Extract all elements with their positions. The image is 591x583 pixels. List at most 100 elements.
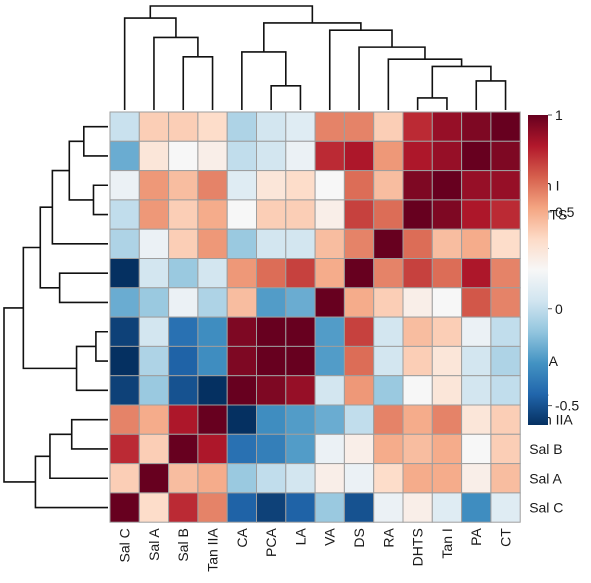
heatmap-cell <box>256 316 287 347</box>
column-dendrogram-branch <box>358 46 426 110</box>
heatmap-cell <box>109 404 140 435</box>
heatmap-cell <box>343 345 375 377</box>
heatmap-cell <box>197 433 228 465</box>
heatmap-cell <box>490 170 521 201</box>
heatmap-cell <box>431 345 463 377</box>
heatmap-cell <box>168 170 199 201</box>
heatmap-cell <box>402 287 433 318</box>
column-dendrogram-branch <box>182 55 214 110</box>
heatmap-cell <box>226 228 257 259</box>
row-label: Sal A <box>529 470 562 486</box>
heatmap-cell <box>461 111 492 142</box>
column-dendrogram-branch <box>263 22 362 52</box>
heatmap-cell <box>285 345 316 377</box>
heatmap-cell <box>431 316 463 347</box>
heatmap-cell <box>226 345 257 377</box>
heatmap-cell <box>168 228 199 259</box>
heatmap-cell <box>343 433 375 465</box>
colorbar-tick-label: -0.5 <box>555 398 579 414</box>
heatmap-cell <box>197 316 228 347</box>
heatmap-cell <box>314 463 345 494</box>
heatmap-cell <box>285 199 316 230</box>
heatmap-cell <box>168 111 199 142</box>
heatmap-cell <box>402 463 433 494</box>
heatmap-cell <box>197 345 228 377</box>
heatmap-cell <box>285 140 316 172</box>
heatmap-cell <box>402 111 433 142</box>
column-dendrogram-branch <box>416 97 448 110</box>
heatmap-cell <box>168 404 199 435</box>
heatmap-cell <box>138 375 170 406</box>
column-dendrogram-branch <box>328 29 393 110</box>
heatmap-cell <box>431 375 463 406</box>
row-dendrogram-branch <box>39 206 60 289</box>
heatmap-cell <box>373 433 404 465</box>
heatmap-cell <box>168 199 199 230</box>
heatmap-cell <box>285 316 316 347</box>
heatmap-cell <box>138 433 170 465</box>
heatmap-cell <box>314 375 345 406</box>
heatmap-cell <box>431 228 463 259</box>
column-dendrogram-branch <box>123 17 177 110</box>
heatmap-cell <box>285 258 316 289</box>
heatmap-cell <box>461 140 492 172</box>
heatmap-cell <box>431 258 463 289</box>
heatmap-cell <box>285 111 316 142</box>
heatmap-cell <box>138 316 170 347</box>
heatmap-cell <box>256 170 287 201</box>
heatmap-cell <box>373 404 404 435</box>
heatmap-cell <box>109 140 140 172</box>
heatmap-cell <box>197 228 228 259</box>
heatmap-cell <box>197 111 228 142</box>
heatmap-cell <box>402 433 433 465</box>
heatmap-cell <box>343 287 375 318</box>
column-label: Sal C <box>117 528 133 562</box>
heatmap-cell <box>226 111 257 142</box>
heatmap-cell <box>461 228 492 259</box>
heatmap-cell <box>343 492 375 523</box>
heatmap-cell <box>168 258 199 289</box>
row-label: Sal B <box>529 441 562 457</box>
row-dendrogram-branch <box>92 184 108 216</box>
heatmap-cell <box>197 258 228 289</box>
heatmap-cell <box>285 287 316 318</box>
column-label: DHTS <box>410 528 426 566</box>
heatmap-cell <box>197 287 228 318</box>
heatmap-cell <box>109 258 140 289</box>
heatmap-cell <box>285 433 316 465</box>
heatmap-cell <box>138 170 170 201</box>
heatmap-cell <box>343 199 375 230</box>
heatmap-cell <box>168 375 199 406</box>
heatmap-cell <box>226 492 257 523</box>
heatmap-cell <box>490 404 521 435</box>
heatmap-cell <box>285 492 316 523</box>
heatmap-cell <box>402 375 433 406</box>
heatmap-cell <box>461 463 492 494</box>
heatmap-cell <box>490 199 521 230</box>
heatmap-cell <box>138 140 170 172</box>
heatmap-cell <box>226 404 257 435</box>
heatmap-cell <box>168 287 199 318</box>
heatmap-cell <box>314 316 345 347</box>
heatmap-cell <box>343 375 375 406</box>
heatmap-cell <box>109 287 140 318</box>
heatmap-cell <box>109 463 140 494</box>
heatmap-cell <box>109 199 140 230</box>
heatmap-cell <box>343 258 375 289</box>
heatmap-cell <box>197 199 228 230</box>
heatmap-cell <box>109 375 140 406</box>
heatmap-cell <box>314 345 345 377</box>
heatmap-cell <box>197 375 228 406</box>
heatmap-cell <box>226 375 257 406</box>
heatmap-cell <box>256 375 287 406</box>
heatmap-cell <box>402 258 433 289</box>
heatmap-cell <box>431 492 463 523</box>
heatmap-cell <box>461 375 492 406</box>
heatmap-cell <box>373 345 404 377</box>
heatmap-cell <box>373 463 404 494</box>
heatmap-cell <box>197 463 228 494</box>
row-dendrogram-branch <box>75 345 108 392</box>
heatmap-cell <box>373 316 404 347</box>
column-label: PCA <box>263 528 279 557</box>
